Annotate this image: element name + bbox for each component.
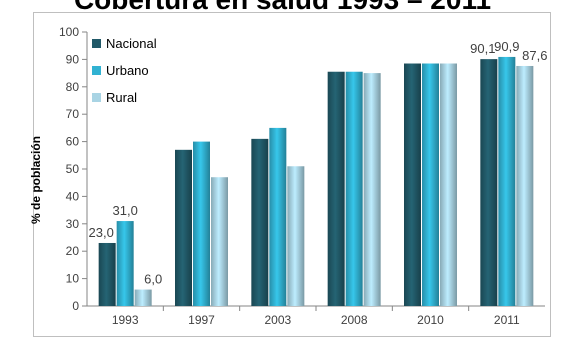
y-tick-label-40: 40 — [66, 189, 80, 203]
y-tick-label-90: 90 — [66, 52, 80, 66]
bar-urbano-2008 — [345, 71, 363, 306]
bar-rural-2011 — [516, 65, 534, 306]
y-tick-label-10: 10 — [66, 272, 80, 286]
x-tick-label-2003: 2003 — [264, 313, 291, 327]
bar-nacional-2008 — [327, 71, 345, 306]
y-tick-label-20: 20 — [66, 244, 80, 258]
bar-nacional-2010 — [404, 63, 421, 307]
bar-rural-1997 — [211, 177, 228, 306]
bar-rural-1993 — [134, 289, 152, 306]
bar-urbano-2010 — [422, 63, 439, 307]
data-label-nacional-1993: 23,0 — [89, 225, 114, 240]
y-tick-label-30: 30 — [66, 217, 80, 231]
legend-swatch-rural — [92, 93, 101, 102]
y-tick-label-0: 0 — [72, 299, 79, 313]
bar-urbano-1997 — [193, 141, 210, 306]
axes — [86, 32, 545, 307]
x-tick-label-2011: 2011 — [494, 313, 520, 327]
bar-nacional-1997 — [175, 149, 192, 306]
x-tick-label-1993: 1993 — [112, 313, 139, 327]
legend-swatch-urbano — [92, 66, 101, 75]
data-label-nacional-2011: 90,1 — [470, 41, 495, 56]
legend-swatch-nacional — [92, 39, 101, 48]
bars — [98, 56, 534, 307]
legend-label-nacional: Nacional — [106, 36, 157, 51]
bar-nacional-2011 — [480, 59, 498, 306]
chart-title: Cobertura en salud 1993 – 2011 — [0, 0, 565, 10]
bar-rural-2008 — [363, 73, 381, 306]
x-tick-label-2008: 2008 — [341, 313, 368, 327]
x-tick-label-2010: 2010 — [417, 313, 444, 327]
data-label-urbano-1993: 31,0 — [113, 203, 138, 218]
data-labels: 23,0 31,0 6,0 90,190,987,6 — [89, 39, 548, 287]
bar-urbano-1993 — [116, 221, 134, 306]
title-band: Cobertura en salud 1993 – 2011 — [0, 0, 565, 10]
data-label-rural-1993: 6,0 — [144, 272, 162, 287]
y-tick-label-80: 80 — [66, 80, 80, 94]
y-axis-ticks: 0 10 20 30 40 50 60 70 80 90 100 — [59, 25, 87, 313]
y-tick-label-60: 60 — [66, 135, 80, 149]
y-axis-label: % de población — [29, 136, 43, 224]
bar-urbano-2011 — [498, 56, 516, 307]
y-tick-label-100: 100 — [59, 25, 79, 39]
x-axis-ticks: 1993 1997 2003 2008 2010 2011 — [112, 306, 520, 327]
y-tick-label-50: 50 — [66, 162, 80, 176]
legend: Nacional Urbano Rural — [92, 36, 157, 105]
bar-nacional-2003 — [251, 138, 269, 306]
data-label-rural-2011: 87,6 — [522, 48, 547, 63]
bar-rural-2010 — [440, 63, 457, 307]
legend-label-rural: Rural — [106, 90, 137, 105]
x-tick-label-1997: 1997 — [188, 313, 215, 327]
bar-rural-2003 — [287, 166, 305, 306]
data-label-urbano-2011: 90,9 — [494, 39, 519, 54]
y-tick-label-70: 70 — [66, 107, 80, 121]
bar-urbano-2003 — [269, 127, 287, 307]
bar-nacional-1993 — [98, 242, 116, 306]
legend-label-urbano: Urbano — [106, 63, 149, 78]
